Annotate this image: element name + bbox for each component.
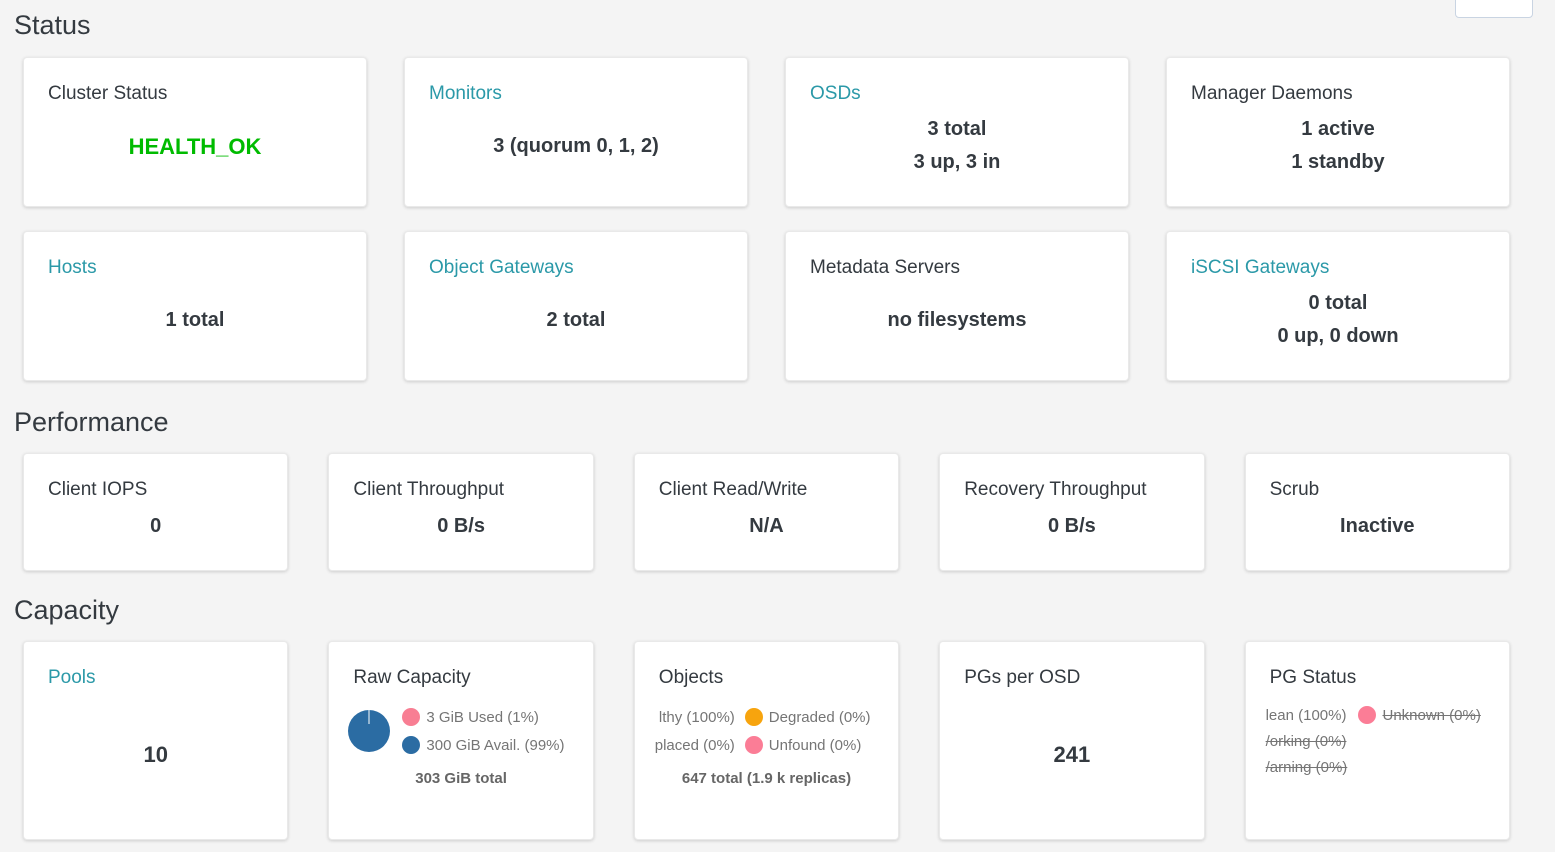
pgs-per-osd-count: 241 bbox=[1053, 742, 1091, 767]
card-values: 0 B/s bbox=[353, 504, 568, 548]
legend-item-working-struck-clipped: /orking (0%) bbox=[1265, 733, 1347, 750]
dashboard: Status Cluster Status HEALTH_OK Monitors… bbox=[14, 10, 1510, 840]
card-values: Inactive bbox=[1270, 504, 1485, 548]
status-section-heading: Status bbox=[14, 10, 91, 40]
card-values: 3 total 3 up, 3 in bbox=[810, 108, 1104, 184]
legend-item-misplaced-clipped: placed (0%) bbox=[654, 736, 735, 754]
summary-card: Monitors 3 (quorum 0, 1, 2) bbox=[404, 57, 748, 207]
pg-status-row-3: /arning (0%) bbox=[1266, 759, 1481, 776]
card-value: 0 bbox=[150, 514, 162, 537]
legend-item-avail: 300 GiB Avail. (99%) bbox=[402, 736, 565, 754]
summary-card: Client IOPS 0 bbox=[23, 453, 289, 571]
pg-status-row-2: /orking (0%) bbox=[1266, 733, 1481, 750]
card-value: 3 (quorum 0, 1, 2) bbox=[493, 134, 659, 157]
legend-item-unfound: Unfound (0%) bbox=[744, 736, 871, 754]
pools-count: 10 bbox=[143, 742, 168, 767]
card-values: N/A bbox=[659, 504, 874, 548]
summary-card: OSDs 3 total 3 up, 3 in bbox=[785, 57, 1129, 207]
card-title-link[interactable]: Object Gateways bbox=[429, 257, 574, 278]
card-title-link[interactable]: iSCSI Gateways bbox=[1191, 257, 1330, 278]
card-title: Client Read/Write bbox=[658, 479, 808, 500]
summary-card: iSCSI Gateways 0 total 0 up, 0 down bbox=[1166, 231, 1510, 381]
card-title: Manager Daemons bbox=[1191, 83, 1353, 104]
card-title: Metadata Servers bbox=[810, 257, 960, 278]
card-value: HEALTH_OK bbox=[128, 133, 262, 159]
card-value: 1 active bbox=[1301, 118, 1375, 140]
pools-link[interactable]: Pools bbox=[48, 667, 96, 688]
pg-status-card: PG Status lean (100%) Unknown (0%) /orki… bbox=[1244, 641, 1510, 840]
objects-title: Objects bbox=[658, 667, 724, 688]
capacity-section-heading: Capacity bbox=[14, 595, 120, 625]
card-title: Recovery Throughput bbox=[964, 479, 1147, 500]
card-values: HEALTH_OK bbox=[48, 108, 342, 184]
card-title: Scrub bbox=[1269, 479, 1320, 500]
performance-cards-grid: Client IOPS 0 Client Throughput 0 B/s Cl… bbox=[23, 453, 1510, 571]
raw-capacity-total: 303 GiB total bbox=[415, 770, 507, 787]
raw-capacity-pie-chart bbox=[348, 710, 391, 752]
summary-card: Object Gateways 2 total bbox=[404, 231, 748, 381]
summary-card: Client Throughput 0 B/s bbox=[328, 453, 594, 571]
pgs-per-osd-title: PGs per OSD bbox=[964, 667, 1081, 688]
pg-status-row-1: lean (100%) Unknown (0%) bbox=[1266, 706, 1481, 724]
unknown-dot-icon bbox=[1358, 706, 1377, 724]
summary-card: Metadata Servers no filesystems bbox=[785, 231, 1129, 381]
objects-card: Objects lthy (100%) Degraded (0%) placed… bbox=[633, 641, 900, 840]
card-value: 3 up, 3 in bbox=[913, 151, 1001, 173]
card-title-link[interactable]: Hosts bbox=[48, 257, 97, 278]
card-values: 1 active 1 standby bbox=[1191, 108, 1485, 184]
pg-status-title: PG Status bbox=[1269, 667, 1357, 688]
performance-section-heading: Performance bbox=[14, 407, 169, 437]
card-value: 0 total bbox=[1308, 292, 1368, 314]
card-values: 0 B/s bbox=[964, 504, 1179, 548]
card-value: 0 B/s bbox=[437, 514, 485, 537]
card-values: 0 total 0 up, 0 down bbox=[1191, 282, 1485, 358]
legend-item-used: 3 GiB Used (1%) bbox=[402, 708, 564, 726]
card-value: 1 total bbox=[165, 308, 225, 331]
legend-item-degraded: Degraded (0%) bbox=[744, 708, 871, 726]
legend-item-warning-struck-clipped: /arning (0%) bbox=[1265, 759, 1348, 776]
card-value: 1 standby bbox=[1291, 151, 1385, 173]
card-value: 0 B/s bbox=[1047, 514, 1096, 537]
objects-total: 647 total (1.9 k replicas) bbox=[681, 770, 852, 787]
card-value: Inactive bbox=[1340, 514, 1415, 537]
pgs-per-osd-card: PGs per OSD 241 bbox=[939, 641, 1205, 840]
partial-top-right-button[interactable] bbox=[1455, 0, 1533, 18]
card-title-link[interactable]: OSDs bbox=[810, 83, 861, 104]
status-cards-grid: Cluster Status HEALTH_OK Monitors 3 (quo… bbox=[23, 57, 1510, 381]
card-title: Client IOPS bbox=[48, 479, 148, 500]
used-dot-icon bbox=[402, 708, 421, 726]
card-value: 2 total bbox=[546, 308, 606, 331]
summary-card: Scrub Inactive bbox=[1244, 453, 1510, 571]
card-values: 2 total bbox=[429, 282, 723, 358]
degraded-dot-icon bbox=[744, 708, 763, 726]
summary-card: Recovery Throughput 0 B/s bbox=[939, 453, 1205, 571]
summary-card: Manager Daemons 1 active 1 standby bbox=[1166, 57, 1510, 207]
capacity-cards-grid: Pools 10 Raw Capacity 3 GiB Used (1%) bbox=[23, 641, 1510, 840]
card-value: 3 total bbox=[927, 118, 987, 140]
card-title-link[interactable]: Monitors bbox=[429, 83, 502, 104]
card-value: 0 up, 0 down bbox=[1277, 325, 1399, 347]
pools-card: Pools 10 bbox=[23, 641, 289, 840]
legend-item-clean-clipped: lean (100%) bbox=[1265, 706, 1347, 724]
legend-item-healthy-clipped: lthy (100%) bbox=[658, 708, 735, 726]
card-value: N/A bbox=[749, 514, 784, 537]
summary-card: Client Read/Write N/A bbox=[633, 453, 900, 571]
legend-item-unknown-struck: Unknown (0%) bbox=[1382, 706, 1481, 724]
card-title: Cluster Status bbox=[48, 83, 168, 104]
card-values: 0 bbox=[48, 504, 263, 548]
card-values: 1 total bbox=[48, 282, 342, 358]
card-title: Client Throughput bbox=[353, 479, 505, 500]
card-values: no filesystems bbox=[810, 282, 1104, 358]
summary-card: Cluster Status HEALTH_OK bbox=[23, 57, 367, 207]
card-value: no filesystems bbox=[887, 308, 1027, 331]
unfound-dot-icon bbox=[744, 736, 763, 754]
raw-capacity-card: Raw Capacity 3 GiB Used (1%) 300 GiB Ava… bbox=[328, 641, 594, 840]
card-values: 3 (quorum 0, 1, 2) bbox=[429, 108, 723, 184]
raw-capacity-title: Raw Capacity bbox=[353, 667, 471, 688]
avail-dot-icon bbox=[402, 736, 421, 754]
summary-card: Hosts 1 total bbox=[23, 231, 367, 381]
